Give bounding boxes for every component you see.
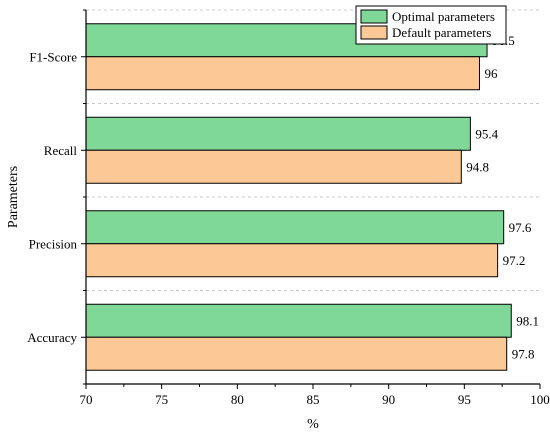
value-labels: 98.197.897.697.295.494.896.596 (466, 33, 539, 362)
y-tick-label: Precision (29, 236, 78, 251)
y-axis-label: Parameters (6, 166, 21, 228)
bar-default-precision (85, 243, 499, 278)
x-tick-label: 75 (155, 392, 168, 407)
legend-swatch (360, 9, 388, 24)
value-label: 97.8 (512, 346, 535, 361)
value-label: 97.6 (509, 220, 532, 235)
x-ticks: 70 75 80 85 90 95 100 (80, 384, 550, 407)
x-axis-label: % (307, 417, 319, 432)
value-label: 96 (484, 66, 498, 81)
x-tick-label: 100 (530, 392, 550, 407)
x-tick-label: 70 (80, 392, 93, 407)
value-label: 97.2 (503, 253, 526, 268)
bar-optimal-accuracy (85, 303, 512, 338)
bar-default-recall (85, 149, 462, 184)
y-tick-label: Recall (44, 143, 78, 158)
bar-default-f1-score (85, 56, 480, 91)
y-tick-label: Accuracy (27, 330, 77, 345)
legend-entry: Optimal parameters (392, 9, 495, 24)
value-label: 98.1 (516, 313, 539, 328)
bar-optimal-recall (85, 116, 471, 151)
value-label: 95.4 (475, 126, 498, 141)
legend-entry: Default parameters (392, 25, 491, 40)
x-tick-label: 95 (458, 392, 471, 407)
value-label: 94.8 (466, 159, 489, 174)
bars (85, 23, 512, 371)
x-tick-label: 85 (307, 392, 320, 407)
y-tick-label: F1-Score (29, 49, 77, 64)
x-tick-label: 90 (382, 392, 395, 407)
legend-swatch (360, 25, 388, 40)
x-tick-label: 80 (231, 392, 244, 407)
y-ticks: Accuracy Precision Recall F1-Score (27, 9, 86, 385)
bar-default-accuracy (85, 336, 508, 371)
bar-optimal-precision (85, 210, 505, 245)
